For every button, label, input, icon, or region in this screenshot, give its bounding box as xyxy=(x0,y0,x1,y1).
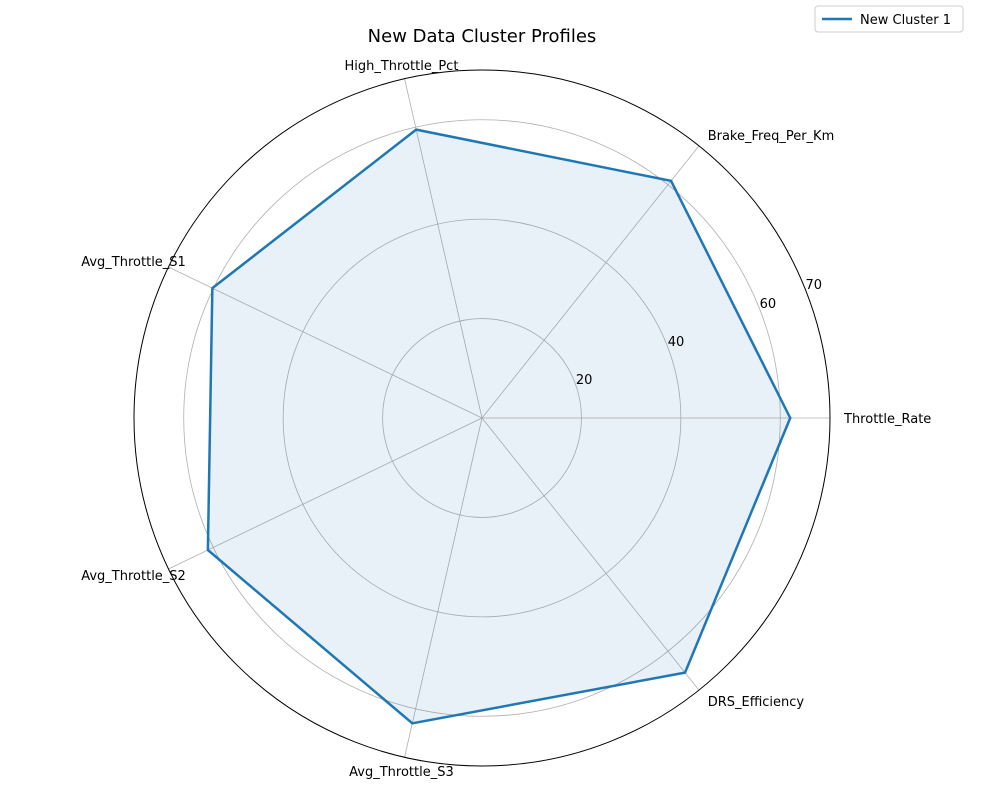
axis-label: Brake_Freq_Per_Km xyxy=(708,129,835,144)
grid-spoke xyxy=(404,417,483,758)
axis-label: Avg_Throttle_S3 xyxy=(349,765,454,780)
radial-tick-label: 40 xyxy=(668,335,685,350)
axis-label: Avg_Throttle_S2 xyxy=(81,569,186,584)
legend-label: New Cluster 1 xyxy=(860,13,951,28)
series-fill xyxy=(207,129,791,724)
grid-spoke xyxy=(168,266,483,419)
radial-tick-label: 20 xyxy=(576,373,593,388)
chart-title: New Data Cluster Profiles xyxy=(368,26,597,47)
grid-spoke xyxy=(481,145,700,419)
axis-label: High_Throttle_Pct xyxy=(344,59,458,74)
series-layer xyxy=(206,128,792,725)
label-layer: 20 40 60 70 Throttle_Rate Brake_Freq_Per_Km Hi… xyxy=(81,59,931,780)
radial-tick-label: 70 xyxy=(806,278,823,293)
legend: New Cluster 1 xyxy=(814,5,964,33)
axis-label: Throttle_Rate xyxy=(843,412,931,427)
polar-frame xyxy=(133,69,831,767)
legend-box xyxy=(814,5,964,33)
grid-spoke xyxy=(168,417,483,570)
grid-spoke xyxy=(481,417,700,691)
series-line xyxy=(206,128,792,725)
axis-label: DRS_Efficiency xyxy=(708,695,805,710)
grid-layer xyxy=(133,69,831,767)
axis-label: Avg_Throttle_S1 xyxy=(81,255,186,270)
radial-tick-label: 60 xyxy=(760,297,777,312)
grid-spoke xyxy=(404,78,483,419)
